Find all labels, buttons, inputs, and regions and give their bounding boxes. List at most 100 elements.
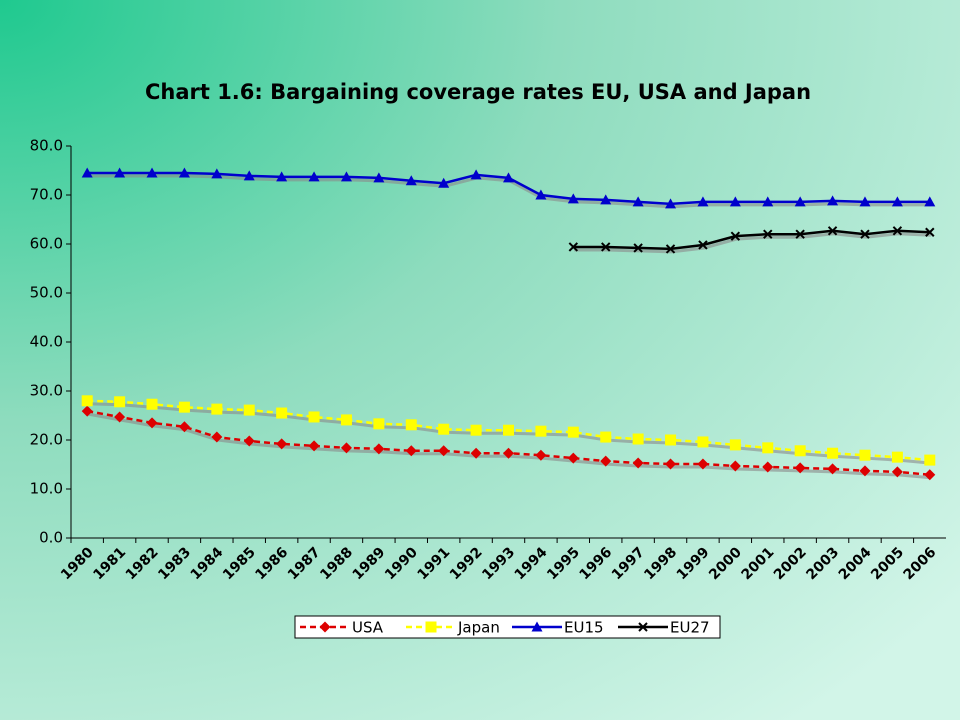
marker (697, 196, 709, 207)
marker (860, 229, 870, 239)
marker (697, 458, 709, 470)
marker (600, 194, 612, 205)
marker (114, 411, 126, 423)
marker (405, 445, 417, 457)
marker (924, 196, 936, 207)
marker (81, 395, 93, 407)
marker (924, 469, 936, 481)
marker (891, 196, 903, 207)
legend-label: Japan (457, 619, 500, 637)
marker (178, 167, 190, 178)
line-shadow (574, 232, 931, 254)
y-tick-label: 20.0 (30, 431, 63, 449)
marker (470, 424, 482, 436)
marker (665, 434, 677, 446)
marker (697, 436, 709, 448)
marker (859, 196, 871, 207)
marker (762, 461, 774, 473)
y-tick-label: 0.0 (39, 529, 63, 547)
marker (405, 419, 417, 431)
marker (178, 421, 190, 433)
legend-label: EU15 (564, 619, 604, 637)
marker (146, 398, 158, 410)
marker (211, 168, 223, 179)
marker (373, 443, 385, 455)
marker (567, 426, 579, 438)
marker (211, 431, 223, 443)
marker (859, 449, 871, 461)
y-tick-label: 60.0 (30, 235, 63, 253)
marker (729, 460, 741, 472)
marker (665, 458, 677, 470)
marker (665, 198, 677, 209)
marker (763, 229, 773, 239)
marker (729, 439, 741, 451)
marker (698, 240, 708, 250)
marker (340, 171, 352, 182)
marker (470, 169, 482, 180)
marker (373, 172, 385, 183)
marker (503, 424, 514, 436)
marker (438, 177, 450, 188)
marker (114, 167, 126, 178)
marker (470, 447, 482, 459)
marker (308, 171, 320, 182)
legend-label: EU27 (670, 619, 710, 637)
marker (340, 442, 352, 454)
marker (730, 231, 741, 241)
marker (146, 417, 158, 429)
y-tick-label: 40.0 (30, 333, 63, 351)
marker (827, 447, 839, 459)
marker (638, 622, 648, 632)
chart-title: Chart 1.6: Bargaining coverage rates EU,… (145, 80, 811, 104)
marker (340, 414, 352, 426)
y-tick-label: 10.0 (30, 480, 63, 498)
marker (794, 196, 806, 207)
marker (503, 172, 514, 183)
marker (567, 193, 579, 204)
marker (308, 411, 320, 423)
marker (794, 462, 806, 474)
marker (827, 463, 839, 475)
marker (211, 403, 223, 415)
marker (535, 449, 547, 461)
marker (81, 405, 93, 417)
marker (729, 196, 741, 207)
y-tick-label: 30.0 (30, 382, 63, 400)
marker (600, 455, 612, 467)
marker (81, 167, 93, 178)
marker (146, 167, 158, 178)
marker (891, 451, 903, 463)
series-line (573, 229, 930, 251)
marker (535, 189, 547, 200)
marker (243, 404, 255, 416)
marker (924, 454, 936, 466)
marker (438, 445, 450, 457)
marker (632, 457, 644, 469)
marker (568, 242, 579, 252)
y-tick-label: 80.0 (30, 137, 63, 155)
marker (114, 396, 126, 408)
marker (601, 242, 611, 252)
marker (276, 407, 288, 419)
marker (827, 226, 838, 236)
marker (319, 621, 331, 633)
marker (567, 452, 579, 464)
marker (633, 243, 643, 253)
marker (276, 438, 288, 450)
marker (438, 423, 450, 435)
marker (665, 244, 676, 254)
marker (243, 170, 255, 181)
legend (294, 615, 721, 639)
marker (178, 401, 190, 413)
marker (373, 418, 385, 430)
marker (600, 431, 612, 443)
y-tick-label: 50.0 (30, 284, 63, 302)
marker (405, 175, 417, 186)
y-tick-label: 70.0 (30, 186, 63, 204)
marker (827, 195, 839, 206)
marker (762, 196, 774, 207)
